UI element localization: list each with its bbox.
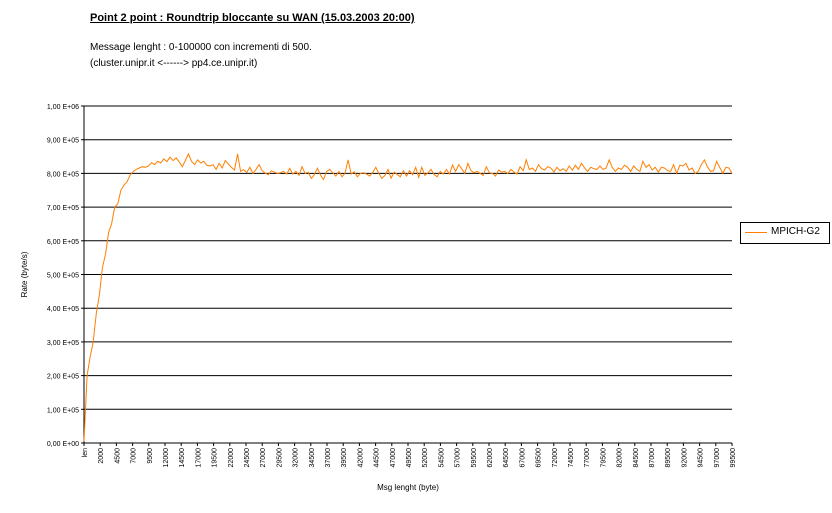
x-tick-label: 77000 — [584, 448, 591, 468]
y-tick-label: 2,00 E+05 — [47, 374, 79, 381]
x-tick-label: 99500 — [730, 448, 737, 468]
y-tick-label: 4,00 E+05 — [47, 306, 79, 313]
x-tick-label: 32000 — [293, 448, 300, 468]
x-tick-label: 67000 — [519, 448, 526, 468]
x-tick-label: 74500 — [568, 448, 575, 468]
legend-swatch — [745, 232, 767, 233]
x-tick-label: 69500 — [536, 448, 543, 468]
x-tick-label: 42000 — [357, 448, 364, 468]
chart-title: Point 2 point : Roundtrip bloccante su W… — [90, 12, 415, 24]
x-tick-label: 89500 — [665, 448, 672, 468]
x-tick-label: 22000 — [228, 448, 235, 468]
y-axis-title: Rate (byte/s) — [20, 251, 29, 297]
x-tick-label: 57000 — [455, 448, 462, 468]
x-tick-label: 47000 — [390, 448, 397, 468]
x-tick-label: 72000 — [552, 448, 559, 468]
x-tick-label: 92000 — [681, 448, 688, 468]
x-tick-label: 19500 — [212, 448, 219, 468]
x-axis-title: Msg lenght (byte) — [377, 483, 439, 492]
y-tick-label: 7,00 E+05 — [47, 205, 79, 212]
x-tick-label: 54500 — [438, 448, 445, 468]
x-tick-label: 7000 — [131, 448, 138, 464]
series-line-mpich-g2 — [83, 152, 733, 442]
x-tick-label: 9500 — [147, 448, 154, 464]
subtitle-message-length: Message lenght : 0-100000 con incrementi… — [90, 42, 312, 53]
x-tick-label: 27000 — [260, 448, 267, 468]
y-tick-label: 9,00 E+05 — [47, 138, 79, 145]
y-tick-label: 1,00 E+05 — [47, 407, 79, 414]
x-tick-label: 64500 — [503, 448, 510, 468]
x-tick-label: 24500 — [244, 448, 251, 468]
x-tick-label: 29500 — [276, 448, 283, 468]
y-tick-label: 1,00 E+06 — [47, 104, 79, 111]
x-tick-label: 2000 — [98, 448, 105, 464]
legend: MPICH-G2 — [740, 222, 830, 244]
x-tick-label: 52000 — [422, 448, 429, 468]
x-tick-label: 82000 — [617, 448, 624, 468]
subtitle-hosts: (cluster.unipr.it <------> pp4.ce.unipr.… — [90, 58, 258, 69]
y-tick-label: 5,00 E+05 — [47, 273, 79, 280]
x-tick-label: 87000 — [649, 448, 656, 468]
x-tick-label: 37000 — [325, 448, 332, 468]
x-tick-label: 94500 — [698, 448, 705, 468]
x-tick-label: 79500 — [600, 448, 607, 468]
x-tick-label: 12000 — [163, 448, 170, 468]
x-tick-label: 59500 — [471, 448, 478, 468]
x-tick-label: 39500 — [341, 448, 348, 468]
y-tick-label: 6,00 E+05 — [47, 239, 79, 246]
x-tick-label: 34500 — [309, 448, 316, 468]
x-tick-label: 49500 — [406, 448, 413, 468]
x-tick-label: 62000 — [487, 448, 494, 468]
x-tick-label: 14500 — [179, 448, 186, 468]
y-tick-label: 8,00 E+05 — [47, 171, 79, 178]
x-tick-label: 84500 — [633, 448, 640, 468]
y-tick-label: 0,00 E+00 — [47, 441, 79, 448]
legend-label: MPICH-G2 — [771, 226, 820, 237]
x-tick-label: 44500 — [374, 448, 381, 468]
x-tick-label: len — [82, 448, 89, 457]
x-tick-label: 17000 — [195, 448, 202, 468]
x-tick-label: 4500 — [114, 448, 121, 464]
y-tick-label: 3,00 E+05 — [47, 340, 79, 347]
x-tick-label: 97000 — [714, 448, 721, 468]
